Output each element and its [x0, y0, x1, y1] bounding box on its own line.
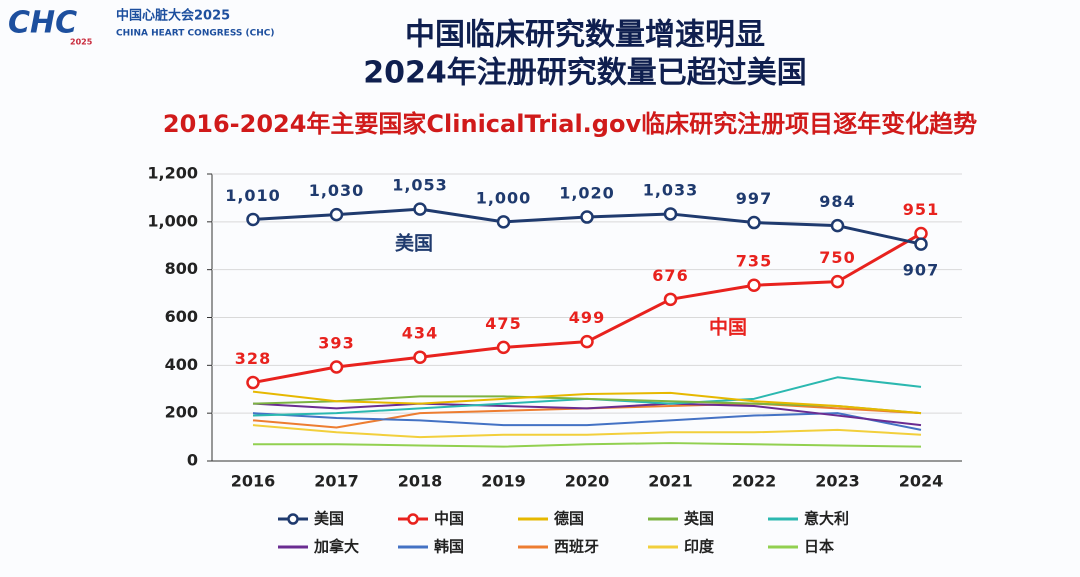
logo-year: 2025: [70, 38, 93, 47]
legend-label: 德国: [554, 510, 584, 528]
data-label: 1,053: [392, 176, 448, 195]
x-tick-label: 2020: [565, 472, 610, 491]
data-point: [496, 340, 511, 355]
legend-label: 韩国: [434, 538, 464, 556]
annotation: 美国: [395, 232, 433, 255]
x-tick-label: 2017: [314, 472, 359, 491]
x-tick-label: 2024: [899, 472, 944, 491]
y-tick-label: 1,000: [147, 211, 198, 230]
legend-label: 印度: [684, 538, 715, 556]
data-label: 434: [402, 324, 438, 343]
y-tick-label: 400: [165, 355, 198, 374]
data-point: [830, 274, 845, 289]
data-point: [246, 375, 260, 390]
annotation: 中国: [709, 316, 747, 339]
data-point: [663, 292, 678, 307]
x-tick-label: 2022: [732, 472, 777, 491]
data-label: 1,000: [476, 188, 532, 207]
y-tick-label: 1,200: [147, 164, 198, 183]
data-point: [914, 237, 928, 251]
legend-label: 中国: [434, 510, 464, 528]
x-tick-label: 2018: [398, 472, 443, 491]
data-label: 984: [819, 192, 855, 211]
data-point: [329, 207, 344, 222]
data-label: 328: [235, 349, 271, 368]
y-tick-label: 200: [165, 403, 198, 422]
legend-label: 日本: [804, 538, 834, 556]
data-label: 997: [736, 189, 772, 208]
x-tick-label: 2023: [815, 472, 860, 491]
y-tick-label: 0: [187, 451, 198, 470]
data-point: [413, 350, 427, 364]
series-line: [252, 424, 922, 439]
data-point: [496, 215, 511, 229]
data-label: 1,020: [559, 184, 615, 203]
series-line: [253, 442, 922, 448]
data-point: [413, 202, 427, 216]
logo: CHC: [8, 6, 77, 41]
data-label: 475: [485, 314, 521, 333]
legend-label: 加拿大: [313, 538, 359, 556]
data-point: [580, 334, 594, 349]
data-label: 951: [903, 200, 939, 219]
x-tick-label: 2019: [481, 472, 526, 491]
legend-marker: [287, 513, 299, 525]
legend-label: 西班牙: [554, 538, 599, 556]
data-point: [830, 218, 845, 233]
data-point: [747, 215, 761, 230]
data-point: [329, 360, 344, 374]
org-en: CHINA HEART CONGRESS (CHC): [116, 29, 274, 39]
data-label: 1,010: [225, 186, 281, 205]
y-tick-label: 800: [165, 259, 198, 278]
legend-label: 美国: [314, 510, 344, 528]
data-label: 750: [819, 248, 855, 267]
data-label: 907: [903, 261, 939, 280]
data-label: 393: [318, 334, 354, 353]
data-label: 1,030: [309, 181, 365, 200]
legend-label: 意大利: [804, 510, 849, 528]
legend-marker: [407, 513, 419, 525]
data-point: [580, 210, 594, 224]
data-point: [246, 212, 260, 227]
data-label: 1,033: [643, 180, 699, 199]
legend-label: 英国: [684, 510, 714, 528]
headline: 2024年注册研究数量已超过美国: [363, 56, 807, 91]
org-cn: 中国心脏大会2025: [116, 8, 230, 24]
data-label: 499: [569, 308, 605, 327]
data-label: 735: [736, 252, 772, 271]
y-tick-label: 600: [165, 307, 198, 326]
headline: 中国临床研究数量增速明显: [405, 18, 765, 53]
chart-title: 2016-2024年主要国家ClinicalTrial.gov临床研究注册项目逐…: [163, 110, 977, 138]
series-line: [252, 412, 922, 431]
data-point: [663, 207, 678, 221]
series-line: [252, 402, 922, 427]
x-tick-label: 2021: [648, 472, 693, 491]
data-point: [747, 278, 761, 292]
series-line: [252, 390, 922, 415]
data-label: 676: [652, 266, 688, 285]
x-tick-label: 2016: [231, 472, 276, 491]
